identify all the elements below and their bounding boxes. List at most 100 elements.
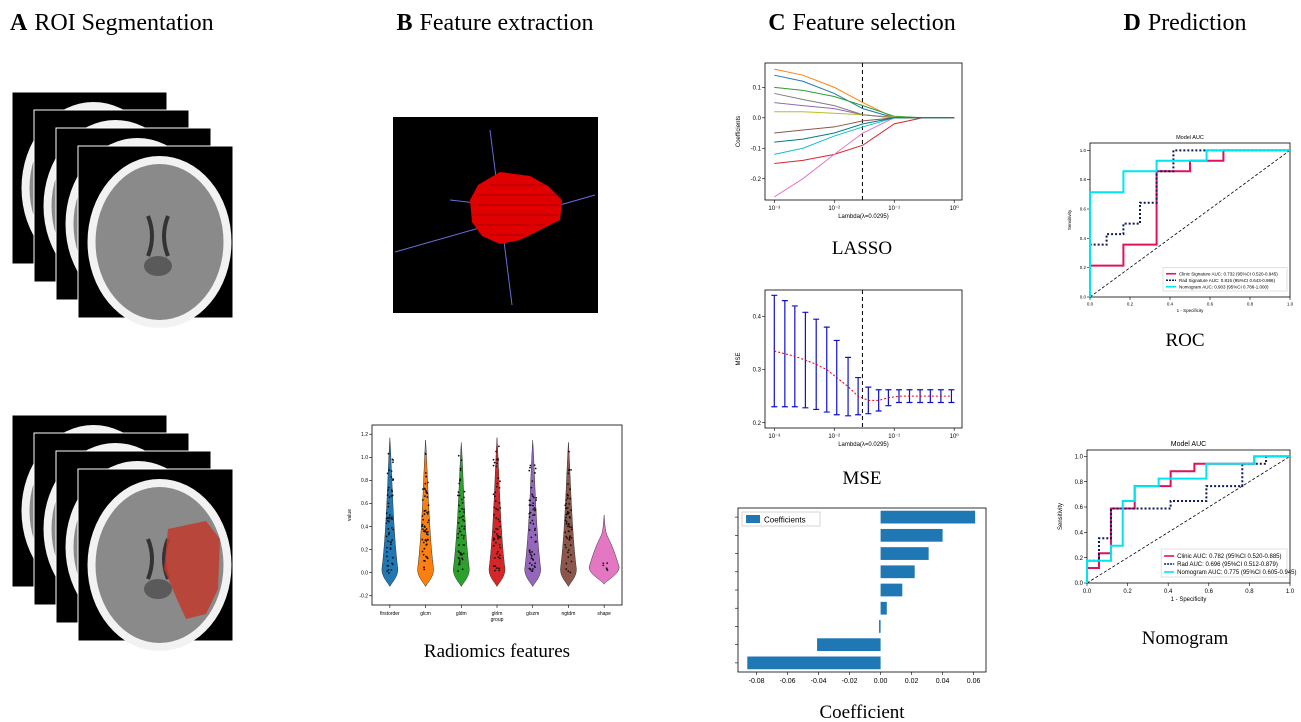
violin-dot: [566, 514, 568, 516]
violin-dot: [534, 562, 536, 564]
violin-dot: [564, 531, 566, 533]
y-axis-label: Coefficients: [736, 116, 742, 147]
violin-dot: [497, 535, 499, 537]
violin-dot: [493, 465, 495, 467]
violin-dot: [457, 495, 459, 497]
violin-dot: [567, 551, 569, 553]
violin-dot: [422, 488, 424, 490]
x-tick-label: glcm: [420, 611, 431, 617]
violin-dot: [602, 562, 604, 564]
violin-dot: [499, 557, 501, 559]
violin-dot: [458, 483, 460, 485]
violin-dot: [386, 570, 388, 572]
x-tick-label: gldm: [456, 611, 467, 617]
violin-dot: [568, 503, 570, 505]
legend-label: Nomogram AUC: 0.903 (95%CI 0.788-1.000): [1179, 284, 1269, 289]
violin-dot: [386, 551, 388, 553]
violin-dot: [391, 527, 393, 529]
violin-dot: [462, 568, 464, 570]
violin-dot: [457, 570, 459, 572]
violin-dot: [535, 497, 537, 499]
violin-dot: [428, 511, 430, 513]
x-tick-label: 1.0: [1287, 302, 1294, 307]
violin-dot: [565, 536, 567, 538]
violin-dot: [392, 529, 394, 531]
violin-dot: [567, 473, 569, 475]
violin-dot: [463, 528, 465, 530]
x-tick-label: firstorder: [380, 611, 400, 617]
y-tick-label: 0.0: [753, 116, 762, 122]
violin-dot: [531, 494, 533, 496]
violin-dot: [462, 515, 464, 517]
violin-dot: [386, 512, 388, 514]
violin-dot: [531, 520, 533, 522]
violin-dot: [497, 556, 499, 558]
y-tick-label: 0.6: [1080, 207, 1087, 212]
violin-dot: [569, 488, 571, 490]
legend-label: Nomogram AUC: 0.775 (95%CI 0.605-0.945): [1177, 570, 1296, 576]
violin-dot: [387, 560, 389, 562]
violin-dot: [494, 557, 496, 559]
x-axis-label: group: [491, 617, 504, 623]
y-tick-label: 0.1: [753, 85, 762, 91]
violin-dot: [427, 521, 429, 523]
violin-dot: [388, 506, 390, 508]
violin-dot: [459, 480, 461, 482]
violin-dot: [570, 554, 572, 556]
violin-dot: [391, 476, 393, 478]
violin-dot: [494, 565, 496, 567]
x-tick-label: 1.0: [1286, 589, 1295, 595]
violin-dot: [529, 568, 531, 570]
violin-dot: [564, 544, 566, 546]
chart-title: Model AUC: [1176, 135, 1204, 141]
figure: AROI Segmentation BFeature extraction CF…: [0, 0, 1301, 722]
violin-dot: [606, 562, 608, 564]
violin-dot: [460, 468, 462, 470]
violin-dot: [496, 459, 498, 461]
violin-dot: [423, 554, 425, 556]
x-tick-label: 10⁻²: [828, 434, 840, 440]
x-tick-label: ngtdm: [561, 611, 575, 617]
violin-dot: [425, 472, 427, 474]
violin-dot: [426, 539, 428, 541]
violin-dot: [428, 504, 430, 506]
violin-dot: [571, 537, 573, 539]
bar: [881, 529, 943, 542]
y-axis-label: Sensitivity: [1067, 209, 1072, 230]
panel-title: ROI Segmentation: [34, 10, 213, 36]
y-tick-label: 0.2: [1075, 556, 1084, 562]
violin-dot: [570, 526, 572, 528]
violin-dot: [565, 499, 567, 501]
violin-dot: [496, 483, 498, 485]
violin-dot: [425, 453, 427, 455]
violin-dot: [461, 499, 463, 501]
violin-dot: [529, 500, 531, 502]
violin-dot: [495, 517, 497, 519]
x-tick-label: 0.6: [1207, 302, 1214, 307]
violin-dot: [388, 453, 390, 455]
legend-label: Coefficients: [764, 516, 806, 525]
bar: [747, 657, 880, 670]
violin-dot: [390, 542, 392, 544]
violin-dot: [565, 563, 567, 565]
violin-dot: [567, 513, 569, 515]
x-axis-label: Lambda(λ=0.0295): [838, 442, 889, 448]
y-tick-label: 0.4: [1080, 236, 1087, 241]
violin-dot: [602, 564, 604, 566]
violin-dot: [495, 508, 497, 510]
violin-dot: [391, 470, 393, 472]
violin-dot: [565, 517, 567, 519]
violin-dot: [427, 496, 429, 498]
tumor-render: [393, 117, 598, 313]
violin-dot: [390, 543, 392, 545]
violin-dot: [497, 518, 499, 520]
violin-dot: [499, 487, 501, 489]
y-tick-label: 0.4: [361, 524, 368, 530]
violin-dot: [390, 547, 392, 549]
violin-dot: [568, 549, 570, 551]
violin-dot: [534, 528, 536, 530]
y-tick-label: 0.0: [1080, 295, 1087, 300]
chart-title: Model AUC: [1171, 441, 1206, 448]
x-tick-label: -0.04: [811, 678, 827, 685]
violin-dot: [532, 570, 534, 572]
